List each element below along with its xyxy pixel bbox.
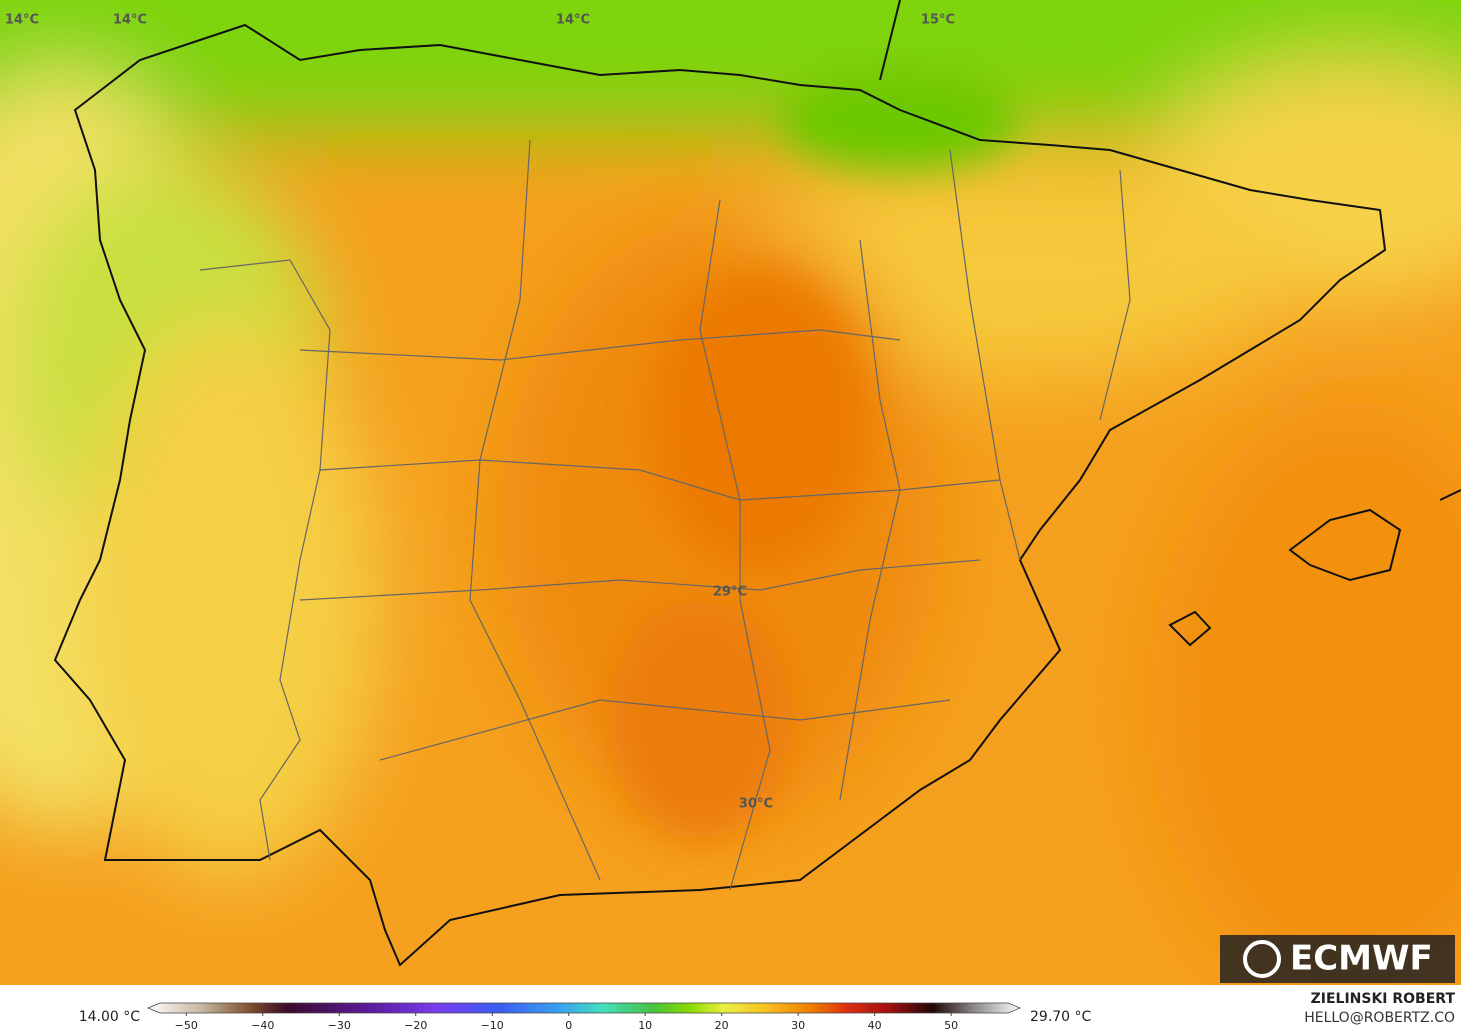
contour-label: 14°C	[556, 13, 590, 28]
legend-bar: 14.00 °C 29.70 °C ZIELINSKI ROBERT HELLO…	[0, 985, 1461, 1035]
colorbar-tick-label: 20	[715, 1019, 729, 1032]
colorbar-tick-label: 0	[565, 1019, 572, 1032]
borders	[199, 139, 1131, 891]
logo: ECMWF	[1220, 935, 1455, 983]
contour-label: 14°C	[113, 13, 147, 28]
credit-contact: HELLO@ROBERTZ.CO	[1304, 1010, 1455, 1026]
temperature-field	[0, 0, 1461, 1000]
colorbar-tick-label: 50	[944, 1019, 958, 1032]
contour-label: 29°C	[713, 585, 747, 600]
contour-label: 15°C	[921, 13, 955, 28]
colorbar-max-label: 29.70 °C	[1030, 1009, 1092, 1025]
logo-text: ECMWF	[1290, 939, 1433, 979]
colorbar-tick-label: −10	[481, 1019, 504, 1032]
credit-name: ZIELINSKI ROBERT	[1311, 991, 1456, 1007]
colorbar-tick-label: −50	[175, 1019, 198, 1032]
colorbar-tick-label: −20	[404, 1019, 427, 1032]
colorbar: −50 −40 −30 −20 −10 0 10 20 30 40 50	[146, 1002, 1022, 1032]
colorbar-tick-label: −30	[328, 1019, 351, 1032]
colorbar-gradient	[146, 1002, 1022, 1014]
colorbar-tick-label: 30	[791, 1019, 805, 1032]
contour-labels: 14°C 14°C 14°C 15°C 29°C 30°C	[5, 13, 955, 812]
contour-label: 14°C	[5, 13, 39, 28]
contour-label: 30°C	[739, 797, 773, 812]
colorbar-min-label: 14.00 °C	[79, 1009, 141, 1025]
logo-icon	[1243, 940, 1281, 978]
colorbar-tick-label: −40	[251, 1019, 274, 1032]
colorbar-tick-label: 10	[638, 1019, 652, 1032]
colorbar-tick-label: 40	[868, 1019, 882, 1032]
